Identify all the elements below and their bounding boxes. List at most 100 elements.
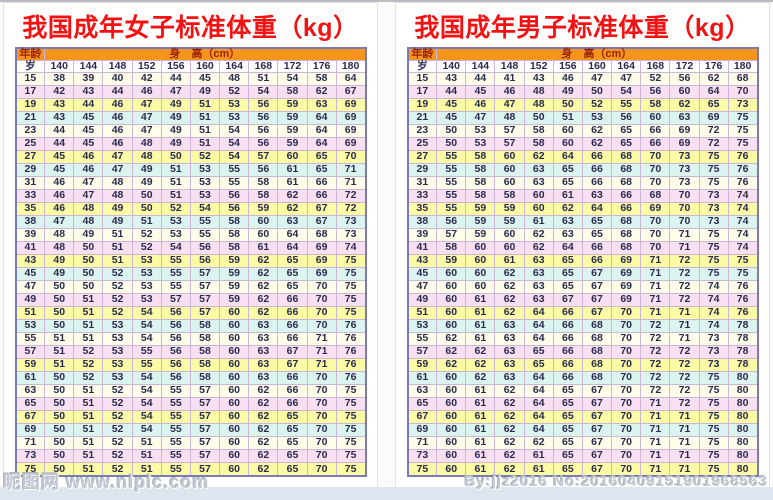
weight-row: 15 43 44 41 43 46 47 47 52 56 62 68 (406, 71, 759, 86)
weight-row: 75 50 51 52 51 55 57 60 62 65 70 75 (14, 461, 367, 477)
weight-row: 19 43 44 46 47 49 51 53 56 59 63 69 (14, 97, 367, 112)
age-cell: 69 (14, 422, 46, 437)
weight-row: 63 50 51 52 54 55 57 60 62 66 70 75 (14, 383, 367, 398)
age-cell: 53 (406, 318, 438, 333)
weight-row: 71 60 61 62 62 65 67 70 71 71 75 80 (406, 435, 759, 450)
weight-cell: 48 (102, 188, 133, 203)
weight-cell: 74 (335, 240, 367, 255)
weight-cell: 80 (727, 422, 759, 437)
weight-cell: 50 (44, 435, 75, 450)
weight-cell: 56 (160, 331, 191, 346)
weight-cell: 62 (248, 266, 279, 281)
weight-cell: 61 (465, 331, 496, 346)
weight-row: 27 55 58 60 62 64 66 68 70 73 75 76 (406, 149, 759, 164)
weight-cell: 65 (277, 253, 308, 268)
weight-cell: 50 (73, 266, 104, 281)
weight-cell: 50 (44, 461, 75, 477)
weight-row: 21 43 45 46 47 49 51 53 56 59 64 69 (14, 110, 367, 125)
age-cell: 55 (406, 331, 438, 346)
weight-cell: 60 (523, 201, 554, 216)
weight-cell: 73 (698, 201, 729, 216)
weight-cell: 62 (669, 97, 700, 112)
weight-cell: 61 (465, 409, 496, 424)
weight-row: 33 55 58 58 60 61 63 66 68 70 73 74 (406, 188, 759, 203)
weight-cell: 54 (131, 331, 162, 346)
weight-cell: 61 (465, 383, 496, 398)
weight-cell: 45 (189, 71, 221, 86)
weight-cell: 52 (102, 422, 133, 437)
weight-cell: 64 (277, 227, 308, 242)
weight-cell: 70 (306, 396, 337, 411)
height-col-header: 140 (436, 60, 467, 73)
weight-cell: 66 (552, 344, 583, 359)
weight-cell: 73 (727, 97, 759, 112)
age-cell: 47 (406, 279, 438, 294)
age-cell: 25 (406, 136, 438, 151)
weight-cell: 62 (436, 331, 467, 346)
weight-cell: 51 (73, 396, 104, 411)
weight-cell: 60 (219, 318, 250, 333)
weight-cell: 63 (523, 253, 554, 268)
weight-cell: 66 (277, 305, 308, 320)
weight-cell: 75 (698, 448, 729, 463)
weight-cell: 65 (523, 344, 554, 359)
weight-cell: 50 (160, 149, 191, 164)
weight-cell: 61 (465, 435, 496, 450)
age-cell: 41 (406, 240, 438, 255)
weight-cell: 62 (494, 383, 525, 398)
weight-cell: 52 (102, 292, 133, 307)
weight-cell: 60 (436, 279, 467, 294)
weight-cell: 50 (552, 97, 583, 112)
height-col-header: 160 (581, 60, 613, 73)
weight-cell: 60 (436, 461, 467, 477)
weight-cell: 68 (611, 149, 642, 164)
weight-cell: 69 (611, 266, 642, 281)
age-cell: 51 (406, 305, 438, 320)
weight-cell: 62 (465, 370, 496, 385)
weight-cell: 48 (44, 227, 75, 242)
weight-cell: 65 (523, 357, 554, 372)
height-header-row: 岁 140 144 148 152 156 160 164 168 172 176 180 (14, 60, 367, 73)
weight-cell: 68 (581, 331, 613, 346)
weight-cell: 56 (248, 136, 279, 151)
age-cell: 71 (406, 435, 438, 450)
weight-cell: 54 (219, 136, 250, 151)
weight-cell: 62 (248, 279, 279, 294)
weight-cell: 61 (465, 448, 496, 463)
weight-row: 43 49 50 51 53 55 56 59 62 65 69 75 (14, 253, 367, 268)
weight-cell: 73 (698, 188, 729, 203)
weight-cell: 54 (131, 370, 162, 385)
weight-cell: 46 (44, 188, 75, 203)
weight-cell: 60 (219, 448, 250, 463)
weight-cell: 69 (611, 279, 642, 294)
weight-cell: 67 (581, 396, 613, 411)
weight-cell: 52 (189, 149, 221, 164)
weight-cell: 68 (581, 318, 613, 333)
weight-cell: 70 (640, 162, 671, 177)
women-weight-card: 我国成年女子标准体重（kg） 年龄 身 高（cm） 岁 140 144 148 152 1… (3, 2, 378, 488)
weight-cell: 61 (465, 292, 496, 307)
age-cell: 43 (14, 253, 46, 268)
weight-cell: 45 (73, 123, 104, 138)
weight-cell: 58 (523, 136, 554, 151)
weight-cell: 56 (160, 370, 191, 385)
weight-cell: 73 (669, 162, 700, 177)
weight-cell: 75 (335, 448, 367, 463)
height-col-header: 168 (248, 60, 279, 73)
weight-cell: 50 (44, 383, 75, 398)
weight-cell: 72 (698, 136, 729, 151)
weight-row: 53 60 61 63 64 66 68 70 72 71 74 78 (406, 318, 759, 333)
weight-row: 15 38 39 40 42 44 45 48 51 54 58 64 (14, 71, 367, 86)
weight-cell: 49 (189, 84, 221, 99)
weight-cell: 57 (189, 305, 221, 320)
weight-cell: 67 (581, 305, 613, 320)
weight-row: 41 58 60 60 62 64 66 68 70 71 75 74 (406, 240, 759, 255)
weight-cell: 62 (552, 201, 583, 216)
weight-cell: 52 (219, 84, 250, 99)
weight-cell: 68 (306, 227, 337, 242)
weight-cell: 73 (698, 214, 729, 229)
weight-cell: 71 (669, 461, 700, 477)
weight-cell: 55 (436, 149, 467, 164)
weight-cell: 62 (523, 227, 554, 242)
weight-cell: 60 (436, 422, 467, 437)
